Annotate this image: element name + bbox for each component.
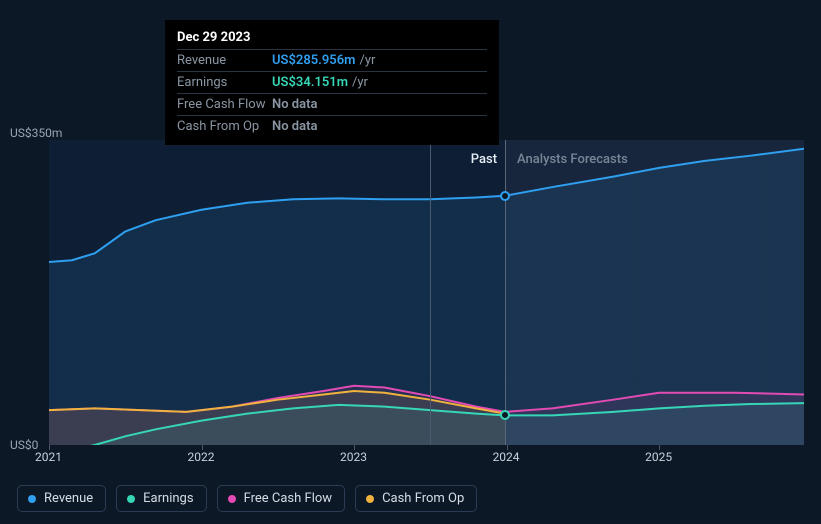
legend-item-fcf[interactable]: Free Cash Flow	[217, 485, 345, 512]
earnings-revenue-chart: PastAnalysts Forecasts US$350mUS$0202120…	[17, 122, 807, 482]
tooltip-row-key: Free Cash Flow	[177, 94, 272, 116]
chart-tooltip: Dec 29 2023 RevenueUS$285.956m/yrEarning…	[165, 20, 499, 145]
earnings-marker	[500, 410, 510, 420]
legend-item-label: Earnings	[143, 491, 193, 506]
legend-dot-icon	[228, 495, 236, 503]
tooltip-row-value: No data	[272, 116, 487, 138]
legend-dot-icon	[127, 495, 135, 503]
x-axis-label: 2024	[493, 450, 520, 464]
legend-item-label: Free Cash Flow	[244, 491, 332, 506]
x-axis-label: 2021	[35, 450, 62, 464]
tooltip-row-value: US$34.151m/yr	[272, 72, 487, 94]
x-axis-label: 2025	[645, 450, 672, 464]
revenue-marker	[500, 191, 510, 201]
past-section-label: Past	[471, 152, 497, 167]
legend-item-earnings[interactable]: Earnings	[116, 485, 206, 512]
tooltip-row-key: Cash From Op	[177, 116, 272, 138]
legend-item-revenue[interactable]: Revenue	[17, 485, 106, 512]
chart-plot-area[interactable]: Past Analysts Forecasts	[49, 140, 804, 445]
chart-svg	[49, 140, 804, 445]
forecast-section-label: Analysts Forecasts	[517, 152, 628, 167]
tooltip-row-value: No data	[272, 94, 487, 116]
y-axis-label: US$350m	[10, 126, 62, 140]
split-vline	[505, 140, 506, 445]
legend-dot-icon	[28, 495, 36, 503]
tooltip-row-key: Revenue	[177, 50, 272, 72]
tooltip-date: Dec 29 2023	[177, 30, 487, 45]
highlight-vline	[430, 140, 431, 445]
x-axis-label: 2022	[188, 450, 215, 464]
tooltip-row-value: US$285.956m/yr	[272, 50, 487, 72]
legend-dot-icon	[366, 495, 374, 503]
x-axis-label: 2023	[340, 450, 367, 464]
tooltip-row-key: Earnings	[177, 72, 272, 94]
legend-item-label: Cash From Op	[382, 491, 464, 506]
legend-item-cashop[interactable]: Cash From Op	[355, 485, 477, 512]
chart-legend: Revenue Earnings Free Cash Flow Cash From O…	[17, 485, 477, 512]
legend-item-label: Revenue	[44, 491, 93, 506]
tooltip-table: RevenueUS$285.956m/yrEarningsUS$34.151m/…	[177, 49, 487, 137]
